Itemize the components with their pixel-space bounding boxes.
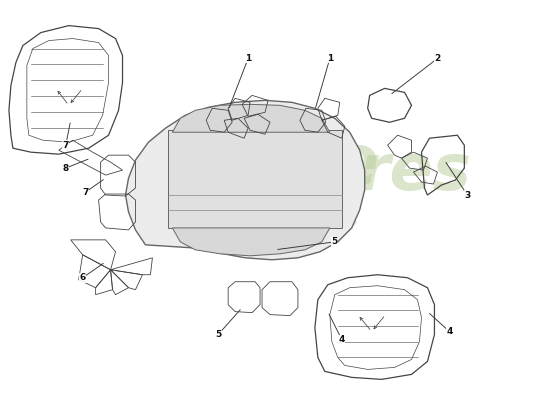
Text: 4: 4 (339, 335, 345, 344)
Text: 7: 7 (63, 141, 69, 150)
Text: e: e (330, 131, 379, 200)
Text: res: res (358, 141, 471, 203)
Polygon shape (125, 100, 365, 260)
Text: 5: 5 (215, 330, 221, 339)
Text: 1: 1 (327, 54, 333, 63)
Text: 2: 2 (434, 54, 441, 63)
Polygon shape (168, 130, 342, 228)
Text: a passion since 1985: a passion since 1985 (212, 215, 358, 229)
Polygon shape (172, 104, 330, 132)
Text: 1: 1 (245, 54, 251, 63)
Polygon shape (172, 228, 330, 256)
Text: 8: 8 (63, 164, 69, 173)
Text: 5: 5 (332, 237, 338, 246)
Text: 3: 3 (464, 190, 470, 200)
Text: 7: 7 (82, 188, 89, 196)
Text: 4: 4 (446, 327, 453, 336)
Text: 6: 6 (80, 273, 86, 282)
